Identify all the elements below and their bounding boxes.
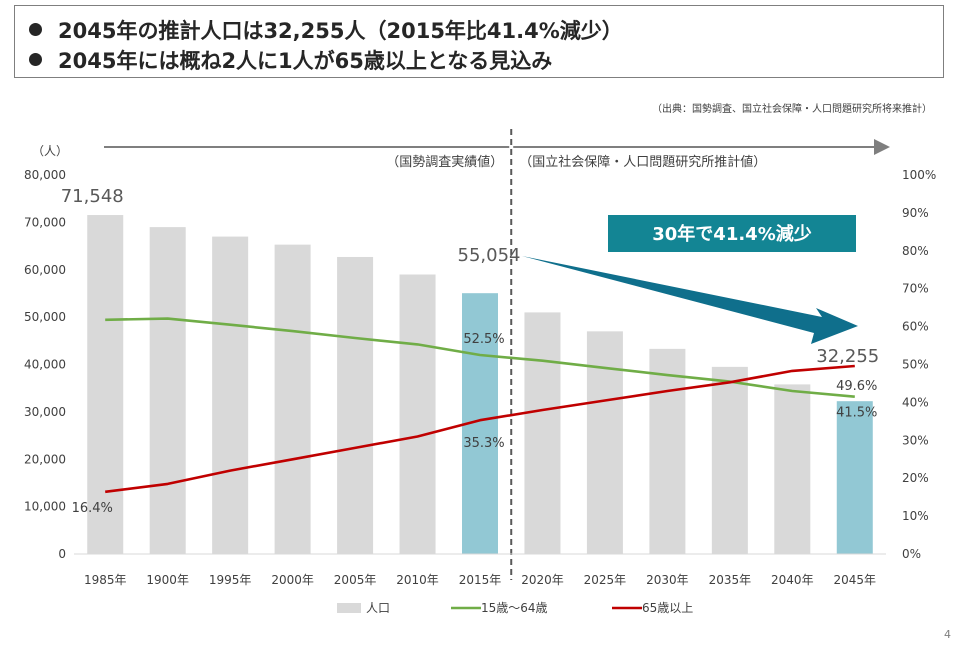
- elderly-value-label: 16.4%: [72, 501, 113, 516]
- bullet-icon: [29, 23, 42, 36]
- y-right-tick-label: 40%: [902, 395, 929, 409]
- headline-text-1: 2045年の推計人口は32,255人（2015年比41.4%減少）: [58, 19, 623, 43]
- x-tick-label: 1995年: [209, 573, 252, 587]
- x-tick-label: 2040年: [771, 573, 814, 587]
- population-bar: [87, 215, 124, 554]
- population-bar: [524, 312, 561, 554]
- y-left-tick-label: 70,000: [24, 215, 66, 229]
- source-note: （出典：国勢調査、国立社会保障・人口問題研究所将来推計）: [652, 104, 932, 115]
- y-right-tick-label: 10%: [902, 509, 929, 523]
- x-tick-label: 2015年: [459, 573, 502, 587]
- bullet-icon: [29, 53, 42, 66]
- population-bar: [337, 256, 374, 554]
- population-bar: [774, 384, 811, 554]
- actual-period-label: （国勢調査実績値）: [386, 154, 503, 170]
- legend-label: 人口: [366, 601, 390, 615]
- y-right-tick-label: 60%: [902, 320, 929, 334]
- decline-callout-text: 30年で41.4%減少: [652, 223, 812, 245]
- y-right-tick-label: 50%: [902, 358, 929, 372]
- elderly-value-label: 49.6%: [836, 379, 877, 394]
- decline-arrow: [522, 256, 858, 344]
- x-tick-label: 2030年: [646, 573, 689, 587]
- population-bar: [274, 244, 311, 555]
- x-tick-label: 2000年: [271, 573, 314, 587]
- y-left-tick-label: 60,000: [24, 263, 66, 277]
- bar-value-label: 55,054: [458, 245, 521, 266]
- working-age-value-label: 41.5%: [836, 406, 877, 421]
- y-right-tick-label: 30%: [902, 433, 929, 447]
- legend-swatch: [337, 603, 361, 613]
- y-right-tick-label: 70%: [902, 282, 929, 296]
- population-bar: [399, 274, 436, 554]
- bar-value-label: 71,548: [61, 186, 124, 207]
- x-tick-label: 1985年: [84, 573, 127, 587]
- headline-text-2: 2045年には概ね2人に1人が65歳以上となる見込み: [58, 49, 553, 73]
- x-tick-label: 1900年: [146, 573, 189, 587]
- headline-box: 2045年の推計人口は32,255人（2015年比41.4%減少） 2045年に…: [14, 5, 944, 78]
- page-number: 4: [944, 628, 951, 641]
- y-right-tick-label: 20%: [902, 471, 929, 485]
- population-bar: [586, 331, 623, 554]
- x-tick-label: 2005年: [334, 573, 377, 587]
- legend-label: 65歳以上: [642, 601, 693, 615]
- working-age-value-label: 52.5%: [463, 332, 504, 347]
- y-left-unit-label: （人）: [32, 144, 68, 158]
- x-tick-label: 2025年: [584, 573, 627, 587]
- x-tick-label: 2020年: [521, 573, 564, 587]
- y-right-tick-label: 90%: [902, 206, 929, 220]
- y-left-tick-label: 40,000: [24, 358, 66, 372]
- elderly-line: [105, 364, 855, 494]
- decline-callout-box: [608, 215, 856, 252]
- x-tick-label: 2045年: [833, 573, 876, 587]
- population-bar: [212, 236, 249, 554]
- y-left-tick-label: 50,000: [24, 310, 66, 324]
- projected-period-label: （国立社会保障・人口問題研究所推計値）: [519, 154, 766, 170]
- headline-line-1: 2045年の推計人口は32,255人（2015年比41.4%減少）: [29, 15, 623, 45]
- population-bar: [149, 227, 186, 555]
- x-tick-label: 2010年: [396, 573, 439, 587]
- y-right-tick-label: 80%: [902, 244, 929, 258]
- y-left-tick-label: 10,000: [24, 500, 66, 514]
- elderly-value-label: 35.3%: [463, 436, 504, 451]
- population-bar: [711, 366, 748, 554]
- y-left-tick-label: 0: [58, 547, 66, 561]
- y-right-tick-label: 0%: [902, 547, 921, 561]
- headline-line-2: 2045年には概ね2人に1人が65歳以上となる見込み: [29, 45, 552, 75]
- population-bar: [649, 348, 686, 554]
- population-bar: [836, 401, 873, 554]
- bar-value-label: 32,255: [816, 346, 879, 367]
- y-left-tick-label: 30,000: [24, 405, 66, 419]
- legend-label: 15歳～64歳: [481, 601, 548, 615]
- x-tick-label: 2035年: [709, 573, 752, 587]
- y-left-tick-label: 80,000: [24, 168, 66, 182]
- y-left-tick-label: 20,000: [24, 452, 66, 466]
- y-right-tick-label: 100%: [902, 168, 936, 182]
